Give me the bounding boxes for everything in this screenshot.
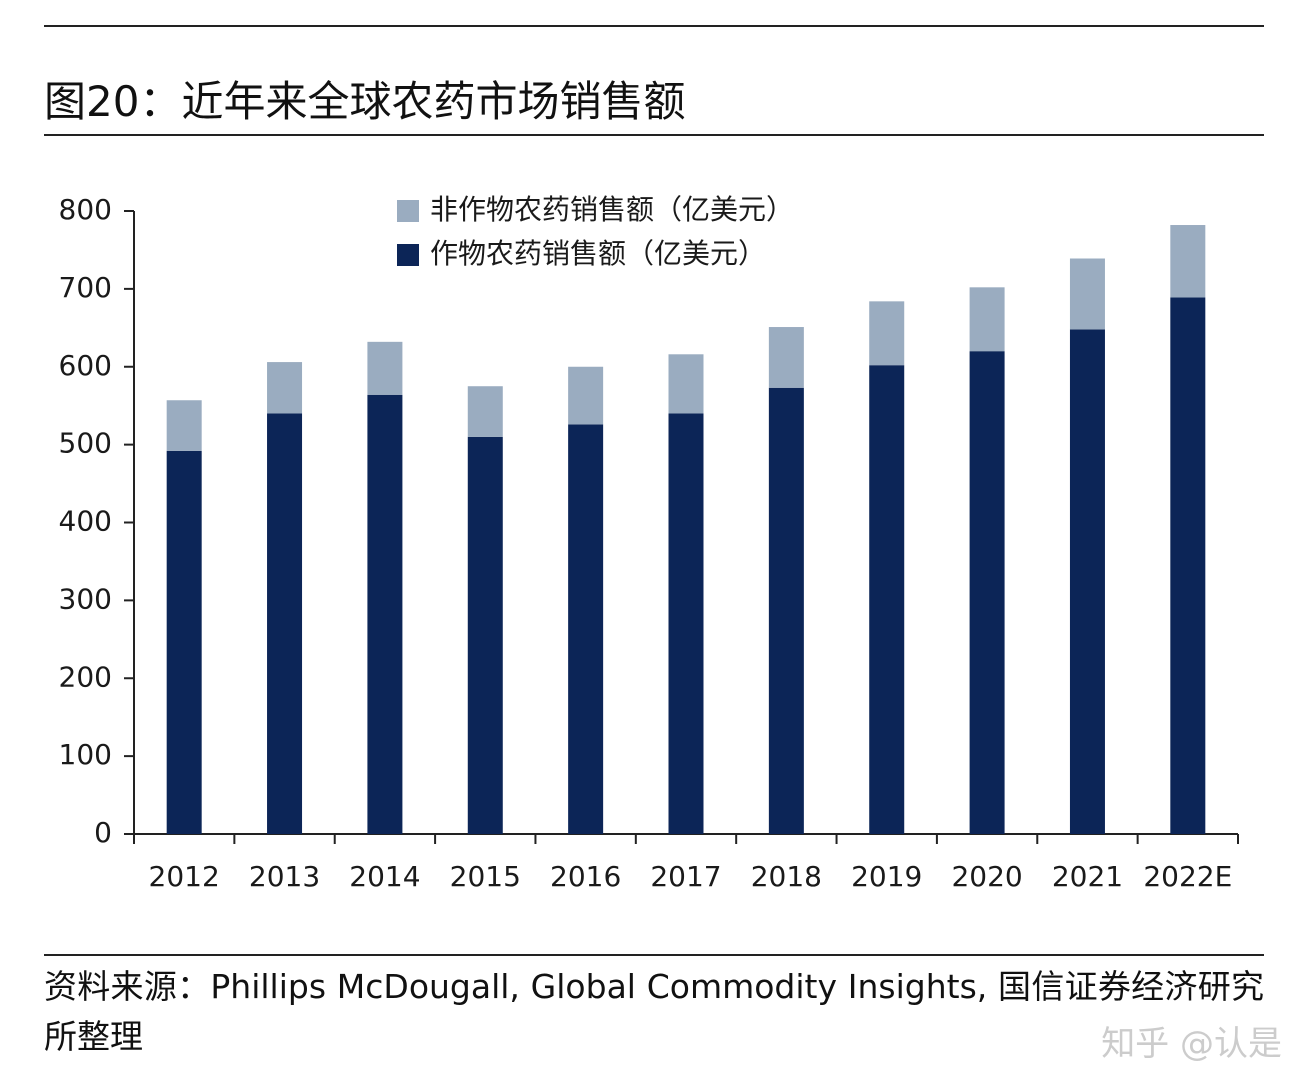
source-rule [44, 954, 1264, 956]
chart: 0 100 200 300 400 500 600 700 800 2012 2013 2014 201… [59, 193, 1239, 893]
x-tick-label: 2022E [1143, 860, 1232, 893]
watermark: 知乎 @认是 [1101, 1024, 1282, 1064]
y-tick-label: 400 [59, 505, 112, 538]
y-tick-label: 200 [59, 660, 112, 693]
y-tick-label: 0 [94, 816, 112, 849]
bar-segment [1170, 225, 1206, 298]
bar-segment [267, 413, 303, 834]
top-rule [44, 25, 1264, 27]
legend-label: 作物农药销售额（亿美元） [430, 237, 766, 270]
y-tick-label: 700 [59, 271, 112, 304]
bar-segment [568, 424, 604, 834]
bar-segment [568, 366, 604, 425]
x-tick-label: 2018 [751, 860, 822, 893]
bar-segment [467, 386, 503, 437]
title-rule [44, 134, 1264, 136]
x-tick-label: 2019 [851, 860, 922, 893]
bar-segment [1069, 258, 1105, 330]
bar-segment [768, 387, 804, 834]
y-tick-label: 600 [59, 349, 112, 382]
bar-segment [969, 351, 1005, 834]
y-tick-label: 500 [59, 427, 112, 460]
x-tick-label: 2013 [249, 860, 320, 893]
bar-segment [768, 327, 804, 388]
x-tick-label: 2021 [1052, 860, 1123, 893]
x-tick-label: 2016 [550, 860, 621, 893]
legend-swatch [397, 244, 419, 266]
x-tick-label: 2014 [349, 860, 420, 893]
bar-segment [367, 341, 403, 395]
bar-segment [668, 354, 704, 414]
x-tick-label: 2017 [650, 860, 721, 893]
bar-segment [267, 362, 303, 414]
legend-swatch [397, 200, 419, 222]
bar-segment [1170, 297, 1206, 834]
bar-segment [166, 450, 202, 834]
source: 资料来源：Phillips McDougall, Global Commodit… [44, 967, 1264, 1056]
bar-segment [467, 436, 503, 834]
bar-segment [869, 301, 905, 366]
bar-segment [1069, 329, 1105, 834]
x-tick-label: 2020 [951, 860, 1022, 893]
bar-segment [668, 413, 704, 834]
y-tick-label: 100 [59, 738, 112, 771]
x-tick-label: 2012 [149, 860, 220, 893]
y-tick-label: 800 [59, 193, 112, 226]
bar-segment [969, 287, 1005, 352]
legend-label: 非作物农药销售额（亿美元） [430, 193, 794, 226]
bar-segment [367, 394, 403, 834]
bar-segment [166, 400, 202, 451]
x-tick-label: 2015 [450, 860, 521, 893]
title: 图20：近年来全球农药市场销售额 [44, 77, 686, 126]
bar-segment [869, 365, 905, 834]
y-tick-label: 300 [59, 582, 112, 615]
